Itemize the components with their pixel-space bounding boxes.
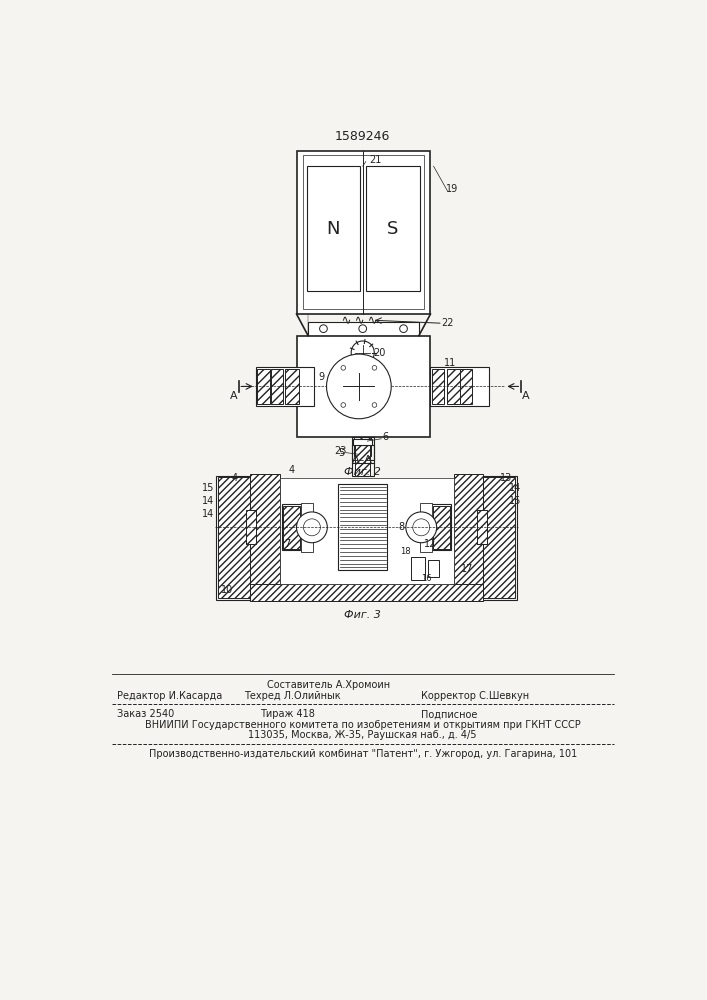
Text: 6: 6 bbox=[382, 432, 389, 442]
Bar bbox=[271, 369, 284, 404]
Bar bbox=[218, 477, 250, 598]
Text: 23: 23 bbox=[334, 446, 346, 456]
Bar bbox=[250, 584, 483, 601]
Text: 15: 15 bbox=[201, 483, 214, 493]
Bar bbox=[454, 474, 483, 601]
Text: 13: 13 bbox=[500, 473, 512, 483]
Text: Корректор С.Шевкун: Корректор С.Шевкун bbox=[421, 691, 530, 701]
Text: 14: 14 bbox=[201, 509, 214, 519]
Bar bbox=[355, 445, 370, 476]
Text: 7: 7 bbox=[284, 539, 291, 549]
Bar bbox=[355, 373, 363, 381]
Text: 19: 19 bbox=[446, 184, 458, 194]
Bar bbox=[432, 369, 444, 404]
Text: ВНИИПИ Государственного комитета по изобретениям и открытиям при ГКНТ СССР: ВНИИПИ Государственного комитета по изоб… bbox=[145, 720, 580, 730]
Bar bbox=[284, 506, 300, 549]
Bar bbox=[431, 504, 451, 550]
Bar bbox=[282, 504, 302, 550]
Circle shape bbox=[327, 354, 391, 419]
Text: 5: 5 bbox=[338, 448, 344, 458]
Bar bbox=[355, 392, 363, 400]
Circle shape bbox=[351, 341, 374, 364]
Text: 22: 22 bbox=[441, 318, 454, 328]
Text: 20: 20 bbox=[373, 348, 386, 358]
Text: 113035, Москва, Ж-35, Раушская наб., д. 4/5: 113035, Москва, Ж-35, Раушская наб., д. … bbox=[248, 730, 477, 740]
Circle shape bbox=[303, 519, 320, 536]
Circle shape bbox=[320, 325, 327, 333]
Bar bbox=[483, 477, 515, 598]
Bar bbox=[433, 506, 450, 549]
Bar bbox=[460, 369, 472, 404]
Text: 8: 8 bbox=[398, 522, 404, 532]
Circle shape bbox=[341, 403, 346, 407]
Bar bbox=[250, 474, 279, 601]
Bar bbox=[338, 484, 387, 570]
Bar bbox=[308, 322, 419, 336]
Text: Редактор И.Касарда: Редактор И.Касарда bbox=[117, 691, 222, 701]
Bar bbox=[354, 439, 372, 445]
Circle shape bbox=[296, 512, 327, 543]
Bar bbox=[344, 383, 351, 390]
Text: Техред Л.Олийнык: Техред Л.Олийнык bbox=[244, 691, 341, 701]
Bar bbox=[448, 369, 460, 404]
Bar bbox=[411, 557, 425, 580]
Text: S: S bbox=[387, 220, 399, 238]
Circle shape bbox=[406, 512, 437, 543]
Bar bbox=[477, 510, 487, 544]
Text: Фиг. 3: Фиг. 3 bbox=[344, 610, 381, 620]
Text: Составитель А.Хромоин: Составитель А.Хромоин bbox=[267, 680, 390, 690]
Text: 10: 10 bbox=[221, 585, 233, 595]
Text: 12: 12 bbox=[424, 539, 437, 549]
Text: A–A: A–A bbox=[352, 455, 373, 465]
Bar bbox=[279, 478, 454, 584]
Bar bbox=[301, 503, 313, 552]
Bar bbox=[296, 336, 431, 437]
Bar bbox=[256, 367, 314, 406]
Text: 14: 14 bbox=[201, 496, 214, 506]
Text: A: A bbox=[522, 391, 530, 401]
Bar bbox=[303, 155, 424, 309]
Text: 4: 4 bbox=[289, 465, 295, 475]
Text: 9: 9 bbox=[319, 372, 325, 382]
Text: Фиг. 2: Фиг. 2 bbox=[344, 467, 381, 477]
Bar bbox=[420, 503, 432, 552]
Text: 21: 21 bbox=[369, 155, 381, 165]
Bar bbox=[428, 560, 439, 577]
Text: 1589246: 1589246 bbox=[335, 130, 390, 143]
Text: 11: 11 bbox=[443, 358, 456, 368]
Text: 15: 15 bbox=[509, 496, 521, 506]
Circle shape bbox=[341, 366, 346, 370]
Bar bbox=[296, 151, 431, 314]
Circle shape bbox=[372, 366, 377, 370]
Text: 17: 17 bbox=[461, 564, 474, 574]
Circle shape bbox=[359, 325, 366, 333]
Text: Тираж 418: Тираж 418 bbox=[259, 709, 315, 719]
Text: N: N bbox=[327, 220, 340, 238]
Text: 14: 14 bbox=[509, 483, 521, 493]
Text: Подписное: Подписное bbox=[421, 709, 478, 719]
Text: 4: 4 bbox=[232, 473, 238, 483]
Bar bbox=[352, 437, 373, 460]
Bar bbox=[354, 437, 371, 456]
Text: Производственно-издательский комбинат "Патент", г. Ужгород, ул. Гагарина, 101: Производственно-издательский комбинат "П… bbox=[148, 749, 577, 759]
Bar bbox=[366, 166, 420, 291]
Circle shape bbox=[413, 519, 430, 536]
Text: A: A bbox=[230, 391, 238, 401]
Bar bbox=[285, 369, 299, 404]
Circle shape bbox=[372, 403, 377, 407]
Text: 16: 16 bbox=[421, 574, 432, 583]
Bar bbox=[246, 510, 257, 544]
Bar bbox=[477, 510, 487, 544]
Bar bbox=[257, 369, 269, 404]
Bar bbox=[366, 383, 374, 390]
Circle shape bbox=[399, 325, 407, 333]
Text: 18: 18 bbox=[399, 547, 410, 556]
Bar bbox=[246, 510, 257, 544]
Text: Заказ 2540: Заказ 2540 bbox=[117, 709, 175, 719]
Bar bbox=[308, 166, 360, 291]
Bar bbox=[216, 476, 252, 600]
Bar bbox=[352, 445, 373, 476]
Bar bbox=[481, 476, 517, 600]
Bar bbox=[431, 367, 489, 406]
